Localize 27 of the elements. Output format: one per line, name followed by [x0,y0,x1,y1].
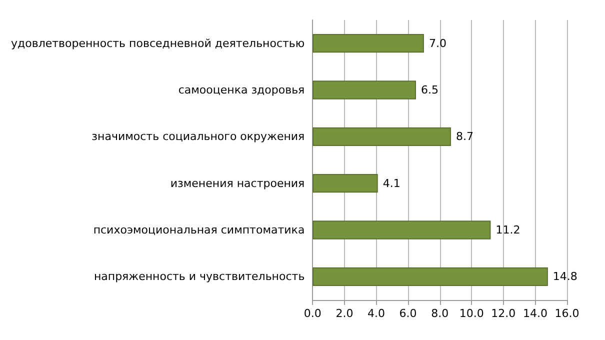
data-label: 7.0 [428,36,446,50]
y-tick-label: психоэмоциональная симптоматика [93,224,305,236]
x-tick-label: 6.0 [399,307,417,320]
y-tick-label: напряженность и чувствительность [94,270,305,284]
bar [312,267,548,286]
x-tick-label: 16.0 [554,307,580,320]
data-label: 14.8 [552,270,578,284]
bar [312,220,491,240]
bar [312,34,424,53]
x-tick-label: 14.0 [522,307,548,320]
x-tick-label: 4.0 [368,307,386,320]
data-label: 11.2 [496,224,520,236]
bar [312,127,451,146]
y-tick-label: изменения настроения [170,176,305,190]
y-tick-label: значимость социального окружения [92,130,305,144]
x-tick-label: 8.0 [431,307,449,320]
x-tick-label: 0.0 [304,307,322,320]
data-label: 6.5 [421,84,438,96]
x-tick-label: 12.0 [491,307,516,320]
bar [312,174,378,193]
bar [312,80,416,100]
data-label: 8.7 [456,130,474,144]
x-tick-label: 2.0 [336,307,354,320]
y-tick-label: самооценка здоровья [178,84,305,96]
x-tick-label: 10.0 [459,307,484,320]
data-label: 4.1 [382,176,400,190]
y-tick-label: удовлетворенность повседневной деятельностью [10,36,305,50]
